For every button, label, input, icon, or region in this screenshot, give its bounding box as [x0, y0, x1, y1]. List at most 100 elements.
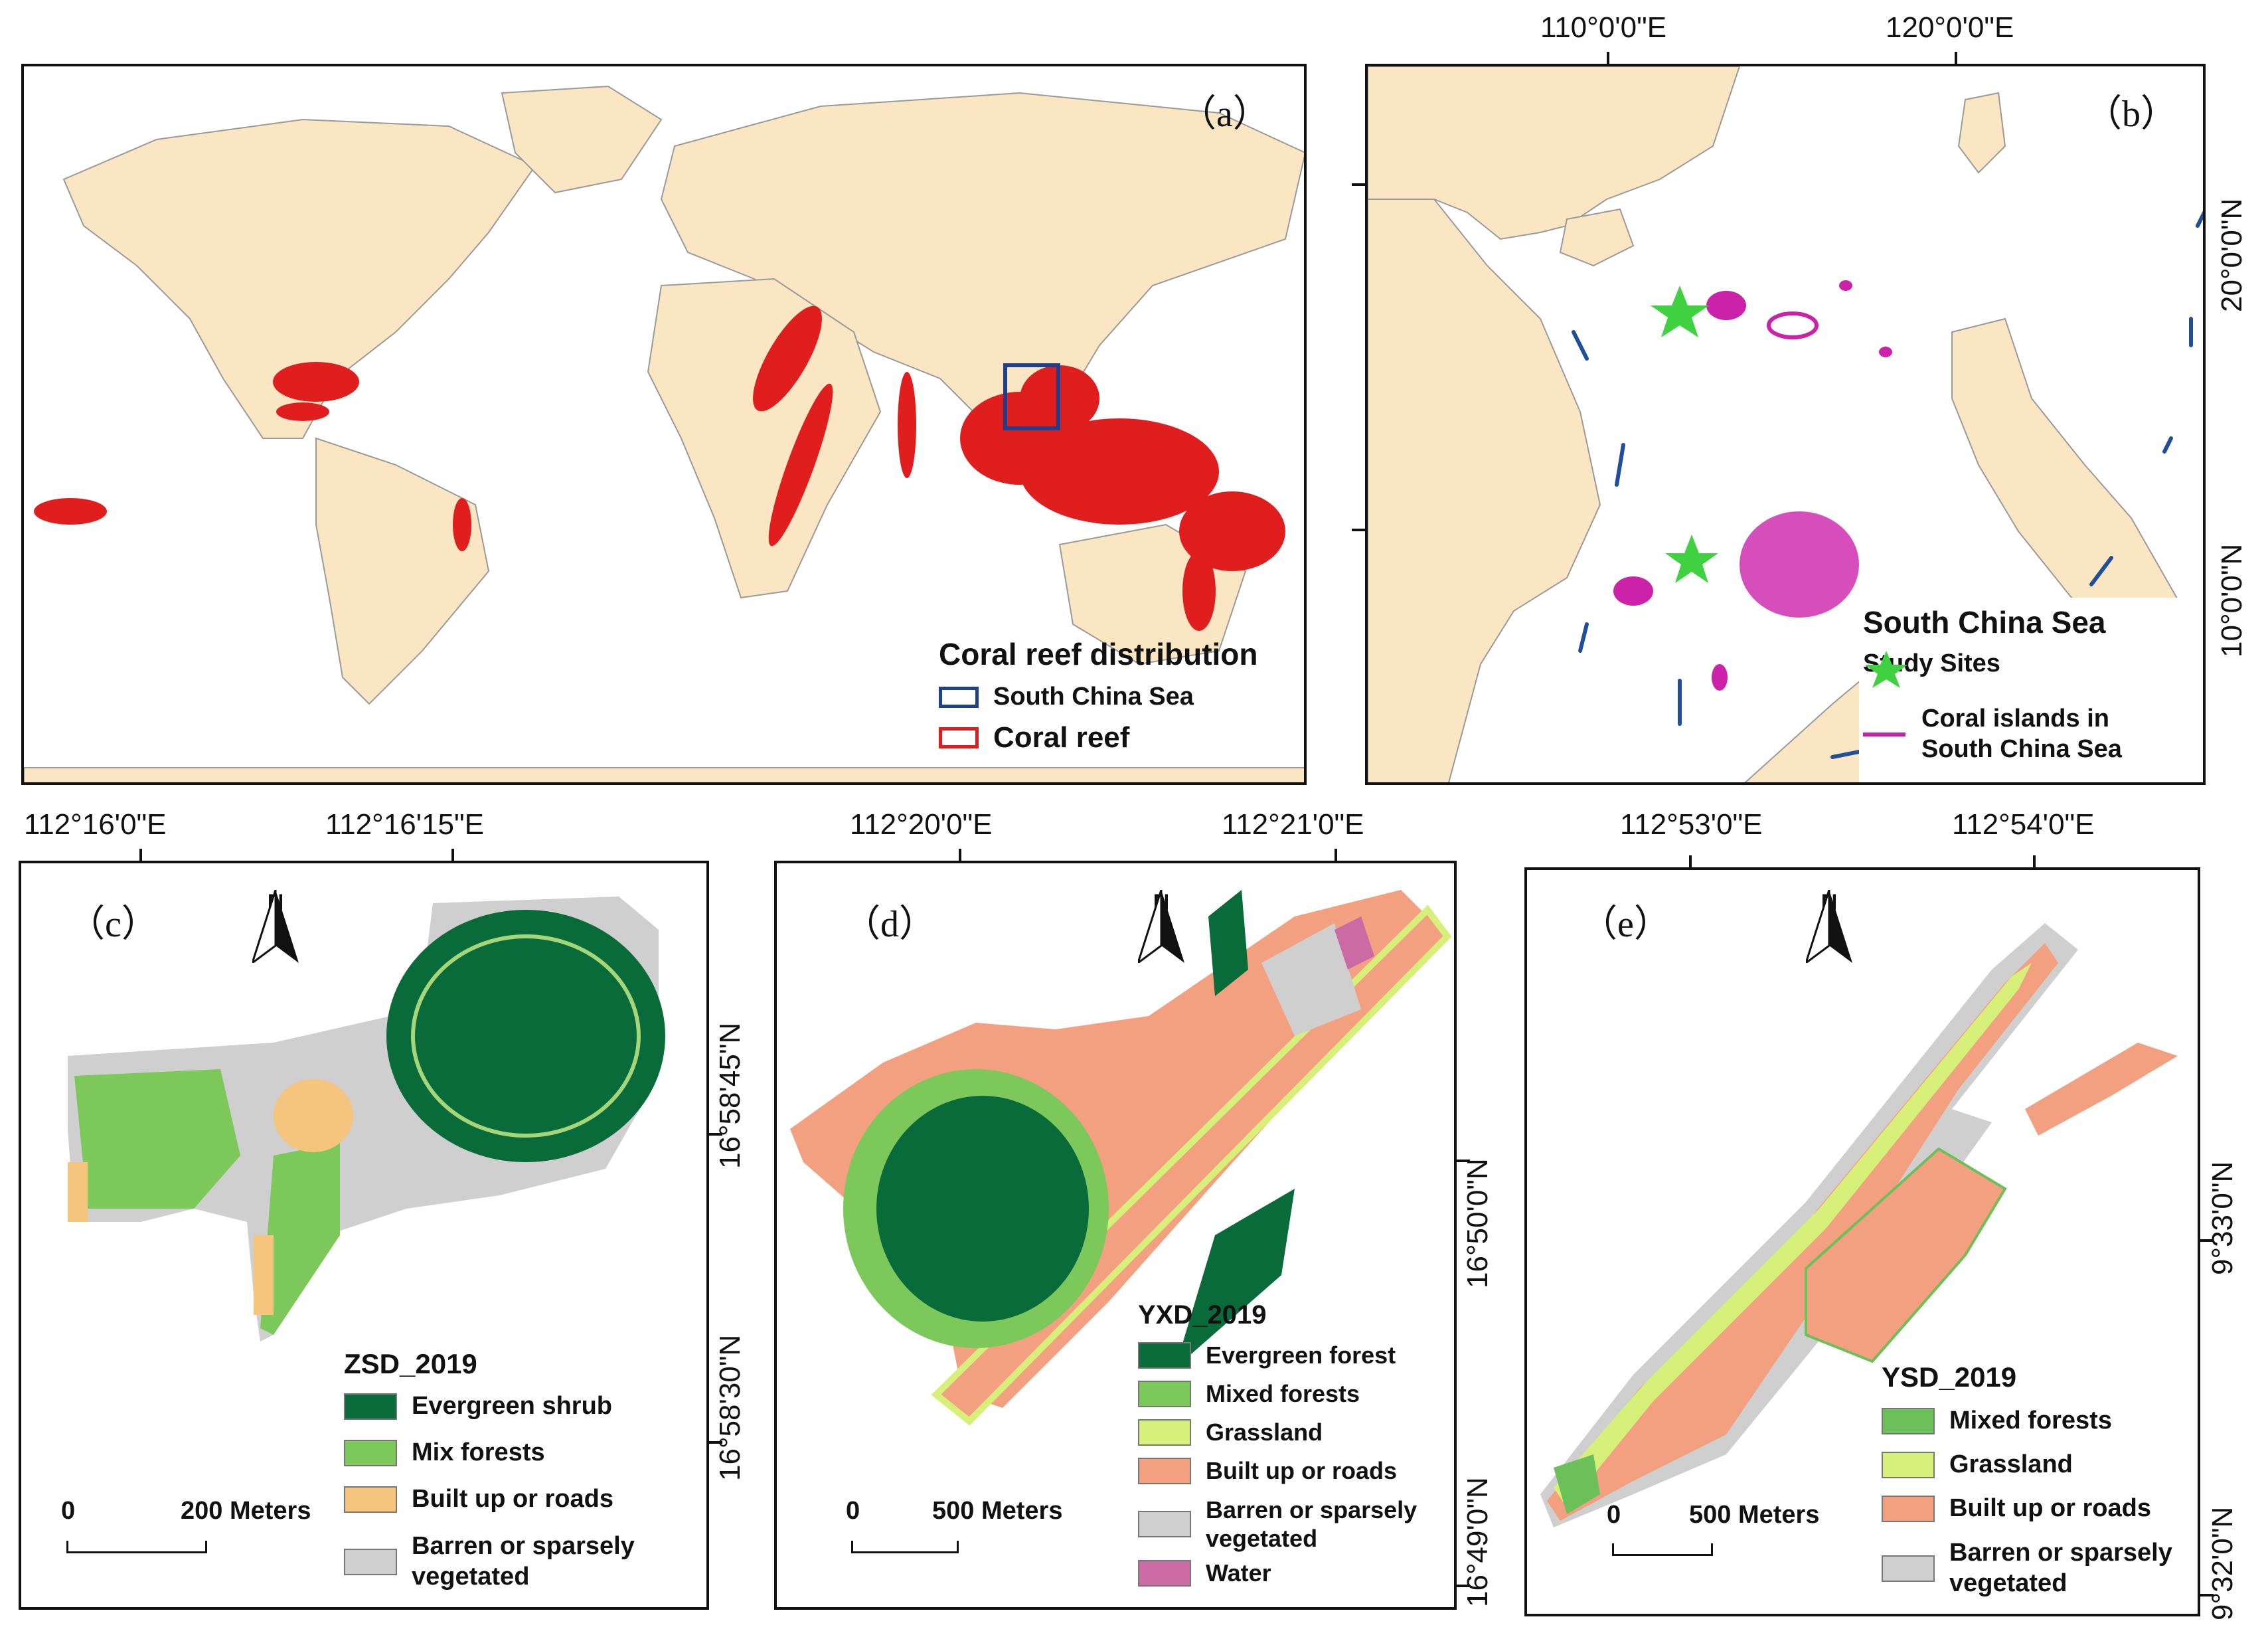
legend-item-barren: Barren or sparsely vegetated — [344, 1531, 635, 1592]
north-arrow-icon — [252, 890, 299, 963]
scale-zero: 0 — [61, 1497, 76, 1525]
coord-d-top-2: 112°21'0"E — [1222, 808, 1364, 841]
legend-label-2: vegetated — [412, 1562, 530, 1591]
tick — [709, 1441, 722, 1444]
yxd-barren — [1261, 923, 1361, 1036]
legend-swatch — [344, 1439, 397, 1466]
zsd-map-svg — [68, 897, 665, 1341]
ysd-spit — [2025, 1043, 2178, 1136]
legend-swatch — [344, 1548, 397, 1575]
legend-item-coral-reef: Coral reef — [939, 721, 1129, 754]
ysd-built-up-block — [1805, 1147, 2007, 1363]
legend-label: Mixed forests — [1206, 1380, 1360, 1407]
tick — [2200, 1239, 2214, 1242]
legend-item-mixed-forests: Mixed forests — [1882, 1407, 2112, 1435]
hainan-shape — [1559, 208, 1635, 267]
legend-item-water: Water — [1138, 1559, 1271, 1587]
south-china-sea-box — [1003, 363, 1060, 430]
ysd-map-svg — [1540, 923, 2178, 1527]
legend-title-e: YSD_2019 — [1882, 1361, 2017, 1393]
legend-swatch-box-blue — [939, 686, 979, 708]
ysd-grassland — [1554, 963, 2032, 1508]
coord-c-right-1: 16°58'45"N — [714, 1022, 746, 1169]
coord-e-right-1: 9°33'0"N — [2206, 1161, 2239, 1275]
coord-d-right-1: 16°50'0"N — [1461, 1158, 1494, 1288]
legend-item-built-up: Built up or roads — [1138, 1457, 1397, 1485]
taiwan-shape — [1957, 92, 2006, 174]
zsd-mix-forests — [260, 1142, 340, 1335]
legend-label: Barren or sparsely — [1206, 1496, 1418, 1523]
legend-label: Mix forests — [412, 1438, 545, 1466]
scs-map-svg — [1368, 66, 2203, 782]
yxd-evergreen-forest — [1175, 1189, 1295, 1368]
panel-e-ysd-map: （e） N YSD_2019 Mixed forests Grassland B… — [1524, 867, 2200, 1616]
tick — [1689, 855, 1692, 867]
zsd-built-up — [274, 1079, 353, 1152]
scale-length: 500 Meters — [932, 1497, 1063, 1525]
tick — [2200, 1594, 2214, 1596]
legend-item-study-sites: Study Sites — [1863, 649, 2000, 688]
legend-label-2: vegetated — [1949, 1569, 2067, 1597]
scale-length: 200 Meters — [181, 1497, 311, 1525]
legend-label: Mixed forests — [1949, 1407, 2112, 1434]
coord-c-top-2: 112°16'15"E — [325, 808, 484, 841]
legend-label: Evergreen forest — [1206, 1341, 1396, 1369]
legend-item-mixed-forests: Mixed forests — [1138, 1380, 1360, 1408]
legend-item-built-up: Built up or roads — [1882, 1494, 2151, 1523]
north-arrow: N — [1806, 890, 1852, 963]
tick — [1457, 1585, 1470, 1587]
legend-swatch — [344, 1486, 397, 1513]
yxd-evergreen-forest — [876, 1096, 1089, 1322]
africa-shape — [647, 278, 882, 599]
world-map-svg — [24, 85, 1304, 782]
legend-label: Built up or roads — [412, 1485, 613, 1513]
panel-c-zsd-map: （c） N ZSD_2019 Evergreen shrub Mix fores… — [19, 861, 709, 1610]
star-icon — [1665, 535, 1718, 583]
antarctica-shape — [24, 767, 1304, 782]
tick — [1352, 529, 1365, 531]
scale-zero: 0 — [846, 1497, 860, 1525]
legend-label-2: vegetated — [1206, 1525, 1318, 1553]
greenland-shape — [501, 85, 663, 194]
yxd-map-svg — [790, 890, 1452, 1426]
north-arrow: N — [1138, 890, 1184, 963]
legend-item-grassland: Grassland — [1138, 1419, 1323, 1446]
nine-dash-line — [1572, 211, 2203, 759]
legend-title-a: Coral reef distribution — [939, 637, 1258, 671]
star-icon — [1865, 651, 1907, 688]
tick — [139, 849, 142, 861]
legend-label-2: South China Sea — [1921, 734, 2122, 763]
yxd-evergreen-forest — [1208, 890, 1248, 996]
coral-islands — [1613, 280, 1892, 691]
coord-d-right-2: 16°49'0"N — [1461, 1477, 1494, 1607]
legend-item-evergreen-shrub: Evergreen shrub — [344, 1392, 612, 1421]
coord-e-top-1: 112°53'0"E — [1620, 808, 1763, 841]
coord-d-top-1: 112°20'0"E — [850, 808, 993, 841]
scale-bar — [1612, 1543, 1713, 1556]
scale-bar — [851, 1541, 959, 1553]
legend-item-south-china-sea: South China Sea — [939, 683, 1194, 711]
coord-c-right-2: 16°58'30"N — [714, 1334, 746, 1481]
legend-title-c: ZSD_2019 — [344, 1348, 477, 1379]
legend-label: Evergreen shrub — [412, 1392, 612, 1420]
zsd-mix-forests — [74, 1069, 240, 1209]
panel-label-d: （d） — [843, 904, 936, 945]
legend-swatch-box-red — [939, 727, 979, 748]
panel-label-e: （e） — [1580, 904, 1671, 945]
legend-item-barren: Barren or sparsely vegetated — [1882, 1538, 2172, 1598]
legend-label: Built up or roads — [1949, 1494, 2151, 1522]
legend-item-grassland: Grassland — [1882, 1450, 2073, 1479]
legend-label: Grassland — [1949, 1450, 2073, 1478]
north-arrow-icon — [1138, 890, 1184, 963]
legend-title-b: South China Sea — [1863, 605, 2106, 640]
panel-label-c: （c） — [68, 904, 159, 945]
north-america-shape — [62, 118, 536, 439]
coord-c-top-1: 112°16'0"E — [24, 808, 167, 841]
legend-swatch — [1138, 1342, 1191, 1369]
south-america-shape — [315, 437, 490, 705]
tick — [1607, 52, 1609, 64]
ysd-mixed-forests — [1554, 1454, 1600, 1514]
legend-label: Coral reef — [993, 721, 1130, 754]
yxd-water — [1335, 916, 1374, 970]
legend-line-magenta — [1863, 732, 1905, 736]
